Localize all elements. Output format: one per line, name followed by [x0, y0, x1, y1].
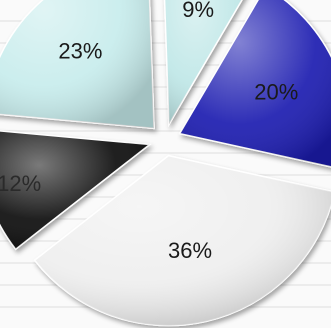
- pie-slice-group: 12%: [0, 130, 152, 251]
- pie-slice-label: 20%: [254, 79, 298, 104]
- pie-slice-highlight: [0, 0, 155, 129]
- pie-slice-group: 9%: [163, 0, 243, 128]
- pie-slice-label: 9%: [182, 0, 214, 22]
- pie-slice-group: 20%: [178, 0, 331, 168]
- pie-slice-highlight: [164, 0, 242, 125]
- pie-slice-group: 23%: [0, 0, 155, 130]
- pie-slice-highlight: [0, 130, 150, 250]
- pie-slice-group: 36%: [33, 154, 331, 327]
- pie-slice-label: 36%: [168, 238, 212, 263]
- pie-slice-label: 23%: [58, 39, 102, 64]
- pie-slice-highlight: [179, 0, 331, 167]
- pie-slice-highlight: [34, 155, 331, 326]
- pie-slice-label: 12%: [0, 171, 41, 196]
